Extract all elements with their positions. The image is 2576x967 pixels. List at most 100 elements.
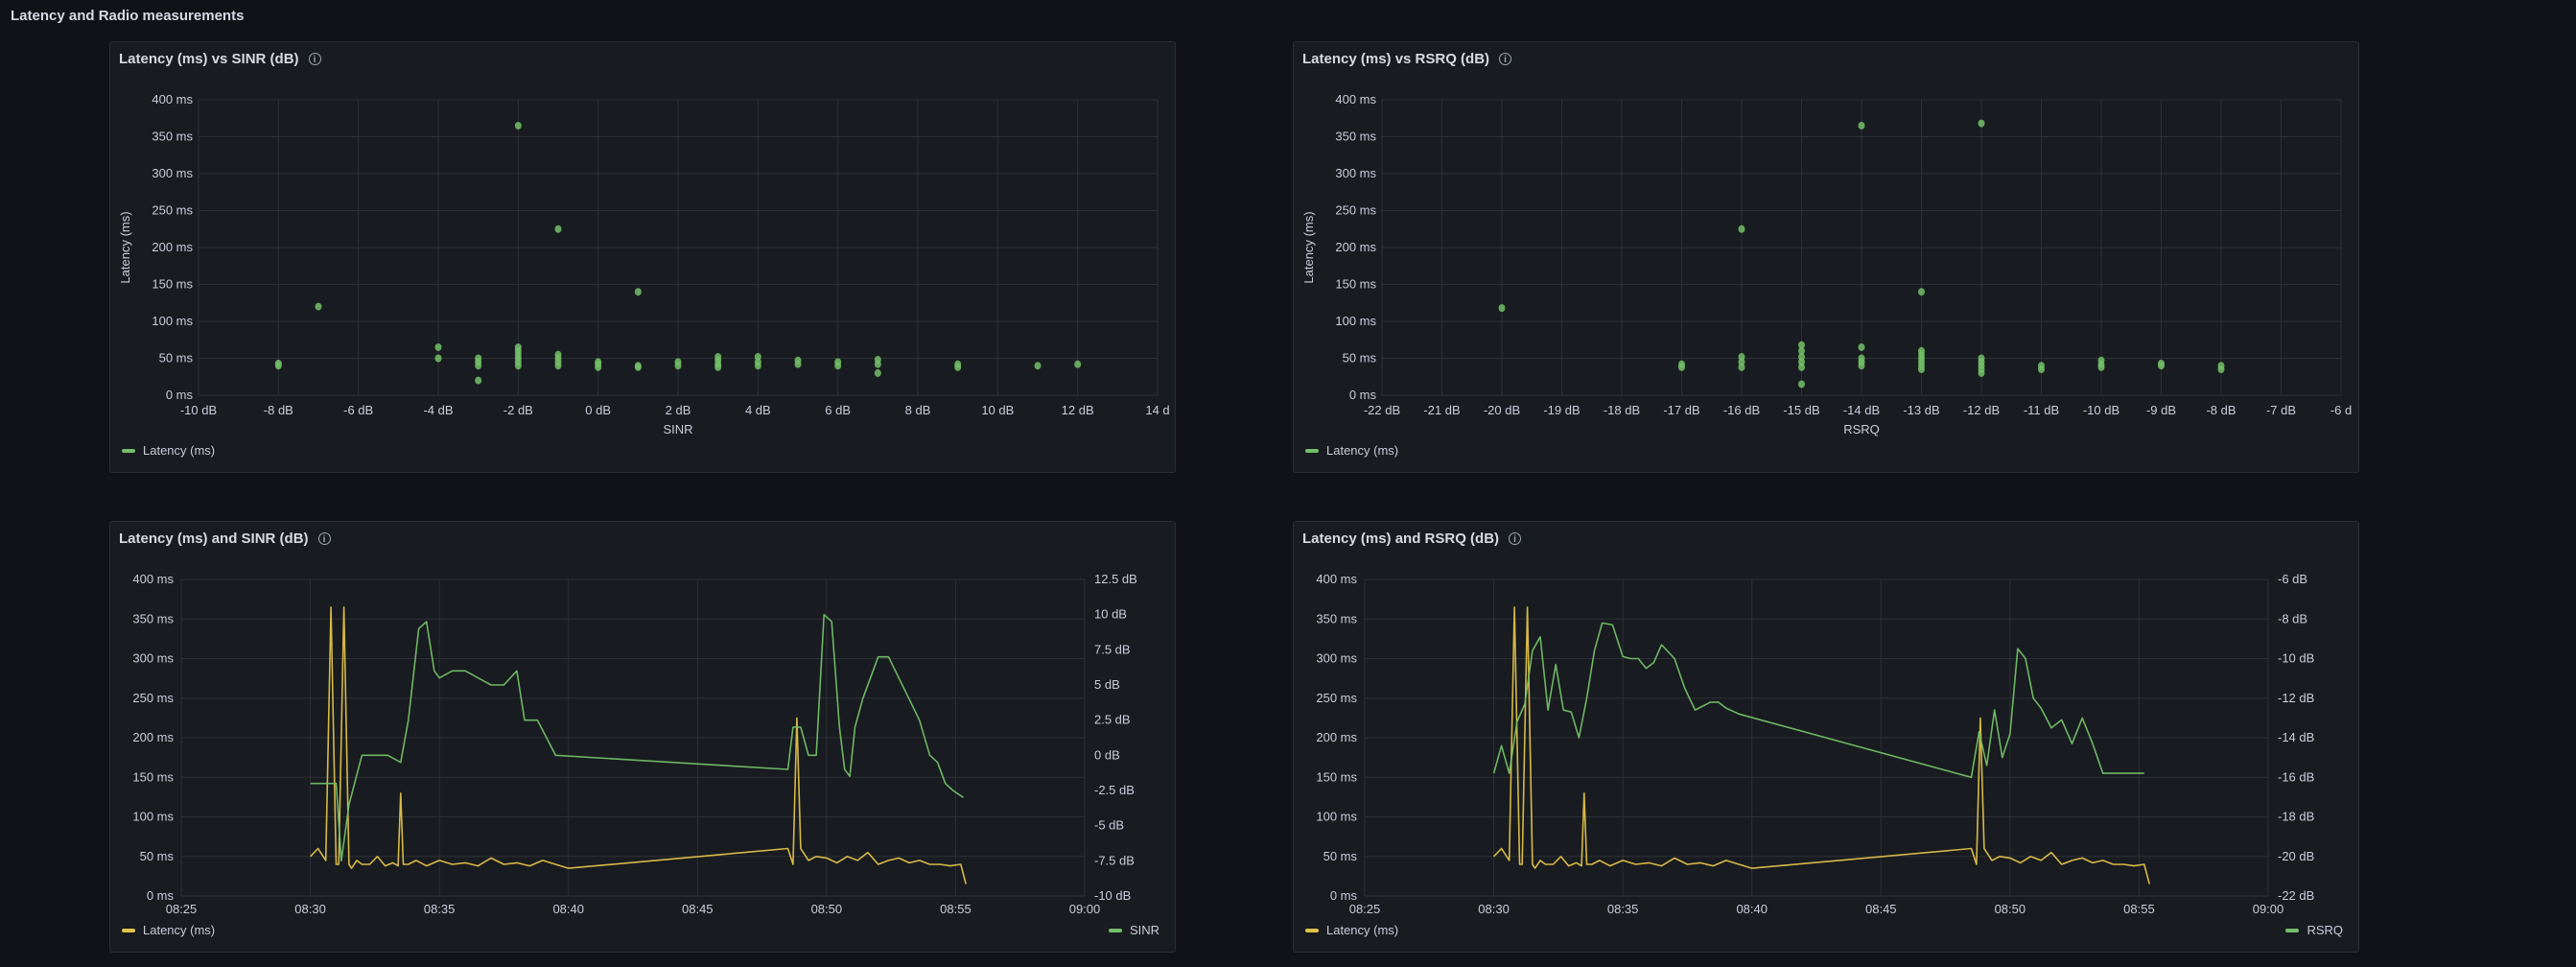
y-right-tick-label: -18 dB	[2278, 810, 2314, 824]
scatter-plot[interactable]: 0 ms 50 ms 100 ms 150 ms 200 ms 250 ms 300 ms 3…	[110, 42, 1177, 474]
x-tick-label: -19 dB	[1543, 403, 1580, 417]
x-tick-label: 08:55	[2123, 902, 2155, 916]
x-tick-label: -20 dB	[1484, 403, 1520, 417]
y-right-tick-label: 10 dB	[1094, 607, 1127, 622]
x-tick-label: -18 dB	[1604, 403, 1640, 417]
legend-swatch	[122, 928, 135, 932]
data-point	[634, 362, 642, 370]
x-tick-label: 08:55	[940, 902, 972, 916]
y-right-tick-label: -12 dB	[2278, 691, 2314, 705]
legend-right[interactable]: SINR	[1108, 923, 1159, 937]
y-tick-label: 350 ms	[152, 130, 193, 144]
y-right-tick-label: -2.5 dB	[1094, 783, 1135, 797]
info-icon[interactable]: i	[1509, 532, 1522, 545]
data-point	[554, 224, 562, 233]
data-point	[1858, 121, 1865, 130]
legend-label: SINR	[1129, 923, 1159, 937]
x-tick-label: 08:40	[1736, 902, 1768, 916]
y-left-tick-label: 100 ms	[132, 810, 174, 824]
x-tick-label: 09:00	[2253, 902, 2284, 916]
data-point	[1918, 346, 1925, 355]
x-tick-label: 08:35	[1607, 902, 1639, 916]
info-icon[interactable]: i	[308, 53, 321, 65]
x-axis-label: RSRQ	[1843, 422, 1880, 436]
data-point	[2158, 359, 2165, 367]
legend-swatch	[1108, 928, 1122, 932]
y-right-tick-label: -10 dB	[1094, 888, 1131, 903]
data-point	[274, 359, 282, 367]
radio-series-line	[310, 613, 964, 862]
data-point	[794, 356, 802, 365]
panel-title: Latency (ms) and SINR (dB) i	[119, 531, 331, 547]
data-point	[1074, 360, 1082, 368]
y-left-tick-label: 50 ms	[140, 849, 175, 863]
y-tick-label: 0 ms	[1349, 388, 1377, 402]
x-tick-label: 08:25	[1349, 902, 1381, 916]
y-left-tick-label: 400 ms	[1316, 572, 1357, 586]
y-right-tick-label: 0 dB	[1094, 747, 1120, 762]
legend-swatch	[2285, 928, 2300, 932]
x-tick-label: -22 dB	[1364, 403, 1400, 417]
y-right-tick-label: 12.5 dB	[1094, 572, 1137, 586]
info-icon[interactable]: i	[317, 532, 331, 545]
x-tick-label: 8 dB	[905, 403, 931, 417]
x-tick-label: 08:40	[552, 902, 584, 916]
panel-latency-vs-rsrq: Latency (ms) vs RSRQ (dB) i 0 ms 50 ms 100…	[1293, 41, 2359, 473]
legend-label: Latency (ms)	[1326, 443, 1399, 458]
x-tick-label: 08:50	[1995, 902, 2026, 916]
data-point	[1858, 342, 1865, 351]
legend[interactable]: Latency (ms)	[122, 443, 215, 458]
data-point	[1858, 354, 1865, 363]
data-point	[514, 342, 522, 351]
data-point	[1034, 362, 1042, 370]
timeseries-plot[interactable]: 0 ms 50 ms 100 ms 150 ms 200 ms 250 ms 300 ms 3…	[110, 522, 1177, 954]
data-point	[1798, 346, 1805, 355]
info-icon[interactable]: i	[1499, 53, 1512, 65]
data-point	[874, 356, 881, 365]
data-point	[434, 354, 442, 363]
panel-title-text: Latency (ms) vs RSRQ (dB)	[1302, 51, 1490, 67]
radio-series-line	[1492, 622, 2144, 779]
x-tick-label: 14 d	[1145, 403, 1169, 417]
x-tick-label: -10 dB	[180, 403, 217, 417]
legend-label: Latency (ms)	[143, 923, 216, 937]
data-point	[1918, 288, 1925, 296]
data-point	[554, 350, 562, 359]
y-left-tick-label: 200 ms	[132, 730, 174, 744]
legend-right[interactable]: RSRQ	[2285, 923, 2343, 937]
y-right-tick-label: -5 dB	[1094, 818, 1124, 833]
legend-swatch	[1305, 448, 1319, 453]
y-tick-label: 150 ms	[1335, 277, 1376, 292]
y-left-tick-label: 0 ms	[1330, 888, 1358, 903]
x-tick-label: -8 dB	[2206, 403, 2236, 417]
data-point	[1798, 341, 1805, 349]
y-right-tick-label: -22 dB	[2278, 888, 2314, 903]
data-point	[1798, 380, 1805, 389]
legend-swatch	[122, 448, 135, 453]
panel-latency-and-sinr: Latency (ms) and SINR (dB) i 0 ms 50 ms 10…	[109, 521, 1176, 953]
y-left-tick-label: 150 ms	[1316, 769, 1357, 784]
x-tick-label: -12 dB	[1963, 403, 2000, 417]
x-tick-label: 08:45	[1865, 902, 1897, 916]
x-tick-label: -11 dB	[2024, 403, 2059, 417]
data-point	[954, 360, 962, 368]
scatter-plot[interactable]: 0 ms 50 ms 100 ms 150 ms 200 ms 250 ms 300 ms 3…	[1294, 42, 2360, 474]
timeseries-plot[interactable]: 0 ms 50 ms 100 ms 150 ms 200 ms 250 ms 300 ms 3…	[1294, 522, 2360, 954]
x-tick-label: 10 dB	[981, 403, 1014, 417]
y-right-tick-label: -7.5 dB	[1094, 853, 1135, 867]
y-left-tick-label: 400 ms	[132, 572, 174, 586]
y-right-tick-label: -6 dB	[2278, 572, 2307, 586]
y-axis-label: Latency (ms)	[118, 211, 132, 283]
x-tick-label: 2 dB	[666, 403, 691, 417]
y-right-tick-label: 7.5 dB	[1094, 642, 1131, 656]
y-tick-label: 50 ms	[1343, 351, 1377, 366]
x-tick-label: 08:35	[424, 902, 456, 916]
legend-left[interactable]: Latency (ms)	[122, 923, 215, 937]
y-right-tick-label: -8 dB	[2278, 611, 2307, 625]
y-left-tick-label: 50 ms	[1323, 849, 1358, 863]
legend[interactable]: Latency (ms)	[1305, 443, 1398, 458]
panel-title: Latency (ms) and RSRQ (dB) i	[1302, 531, 1522, 547]
data-point	[475, 354, 482, 363]
legend-left[interactable]: Latency (ms)	[1305, 923, 1398, 937]
y-left-tick-label: 350 ms	[1316, 611, 1357, 625]
